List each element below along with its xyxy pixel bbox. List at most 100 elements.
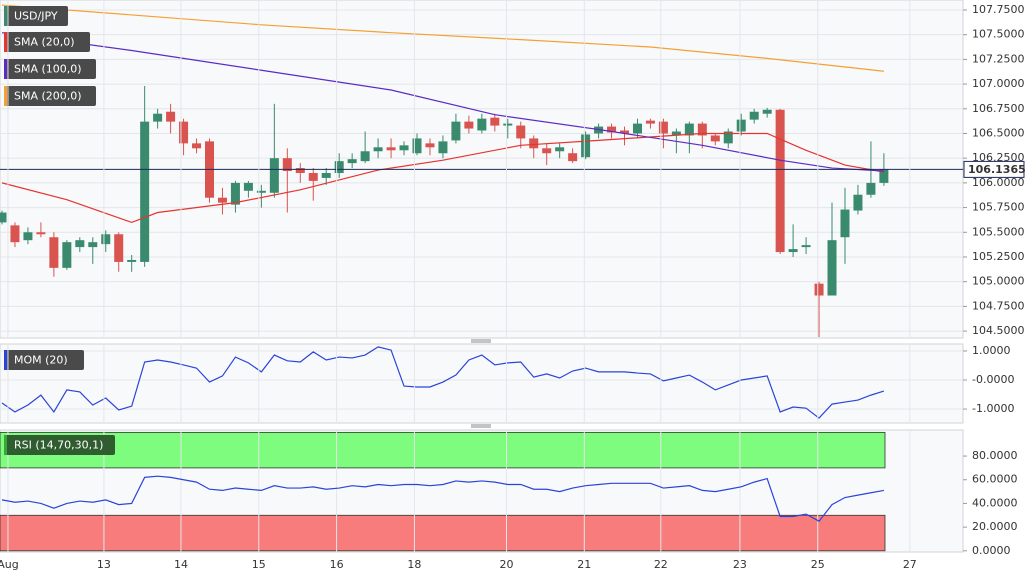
candle-body [542,148,552,154]
x-tick-label: 22 [654,558,668,571]
legend-swatch [4,59,7,79]
candle-body [710,135,720,142]
candle-body [36,232,46,235]
candle-body [269,158,279,193]
y-tick-label: 80.0000 [972,449,1018,462]
y-tick-label: 107.5000 [972,28,1025,41]
rsi-band [0,431,886,469]
candle-body [620,130,630,134]
x-tick-label: 18 [407,558,421,571]
legend-swatch [4,6,7,26]
sma-line [1,132,884,224]
candle-body [736,119,746,132]
candle-body [360,151,370,162]
x-tick-label: Aug [0,558,19,571]
candle-body [114,234,124,262]
y-tick-label: 104.7500 [972,299,1025,312]
x-tick-label: 13 [97,558,111,571]
candle-body [192,143,202,149]
legend-box [4,59,96,79]
candle-body [503,123,513,126]
sma-line [1,32,884,172]
candle-body [282,158,292,172]
candle-body [412,138,422,154]
legend-swatch [4,32,7,52]
splitter[interactable] [471,339,491,343]
rsi-band [0,514,886,552]
candle-body [334,161,344,174]
candle-body [153,113,163,122]
candle-body [840,209,850,238]
y-tick-label: 106.0000 [972,176,1025,189]
candle-body [762,109,772,114]
candle-body [399,145,409,151]
candle-body [723,131,733,144]
legend-label: SMA (100,0) [14,63,82,76]
mom-panel [0,343,964,424]
candle-body [10,225,20,243]
y-tick-label: 107.7500 [972,3,1025,16]
candle-body [879,169,889,183]
candle-body [568,153,578,162]
candle-body [775,109,785,253]
x-tick-label: 20 [499,558,513,571]
legend-box [4,350,84,370]
last-price-box [963,160,1025,178]
y-tick-label: 106.7500 [972,102,1025,115]
candle-body [179,121,189,144]
splitter[interactable] [471,424,491,428]
candle-body [814,283,824,296]
legend-label: SMA (20,0) [14,36,75,49]
legend-swatch [4,350,7,370]
legend-label: RSI (14,70,30,1) [14,439,103,452]
candle-body [256,190,266,193]
x-tick-label: 15 [252,558,266,571]
legend-box [4,32,90,52]
y-tick-label: 105.5000 [972,225,1025,238]
candle-body [581,134,591,158]
legend-swatch [4,435,7,455]
candle-body [788,249,798,253]
candle-body [295,168,305,174]
candle-body [140,121,150,262]
candle-body [866,182,876,195]
candle-body [827,240,837,296]
y-tick-label: 60.0000 [972,473,1018,486]
y-tick-label: 107.2500 [972,52,1025,65]
candle-body [632,123,642,134]
candle-body [386,147,396,151]
candle-body [23,232,33,241]
candle-body [749,111,759,120]
x-tick-label: 27 [903,558,917,571]
candle-body [217,197,227,203]
y-tick-label: 40.0000 [972,496,1018,509]
sma-line [1,4,884,72]
candle-body [684,123,694,136]
candle-body [373,147,383,152]
x-tick-label: 21 [577,558,591,571]
indicator-line [1,475,884,522]
last-price-label: 106.1365 [968,163,1026,176]
indicator-line [1,346,885,419]
candle-body [451,121,461,141]
legend-swatch [4,86,7,106]
x-tick-label: 25 [811,558,825,571]
x-tick-label: 23 [733,558,747,571]
y-tick-label: 107.0000 [972,77,1025,90]
candle-body [425,143,435,148]
candle-body [490,117,500,126]
legend-box [4,86,96,106]
candle-body [243,182,253,191]
legend-label: MOM (20) [14,354,68,367]
candle-body [308,173,318,181]
y-tick-label: 105.2500 [972,250,1025,263]
candle-body [516,125,526,139]
candle-body [166,111,176,122]
candle-body [801,245,811,248]
y-tick-label: -1.0000 [972,402,1014,415]
y-tick-label: 1.0000 [972,344,1011,357]
y-tick-label: 20.0000 [972,520,1018,533]
legend-box [4,6,68,26]
candle-body [464,121,474,129]
